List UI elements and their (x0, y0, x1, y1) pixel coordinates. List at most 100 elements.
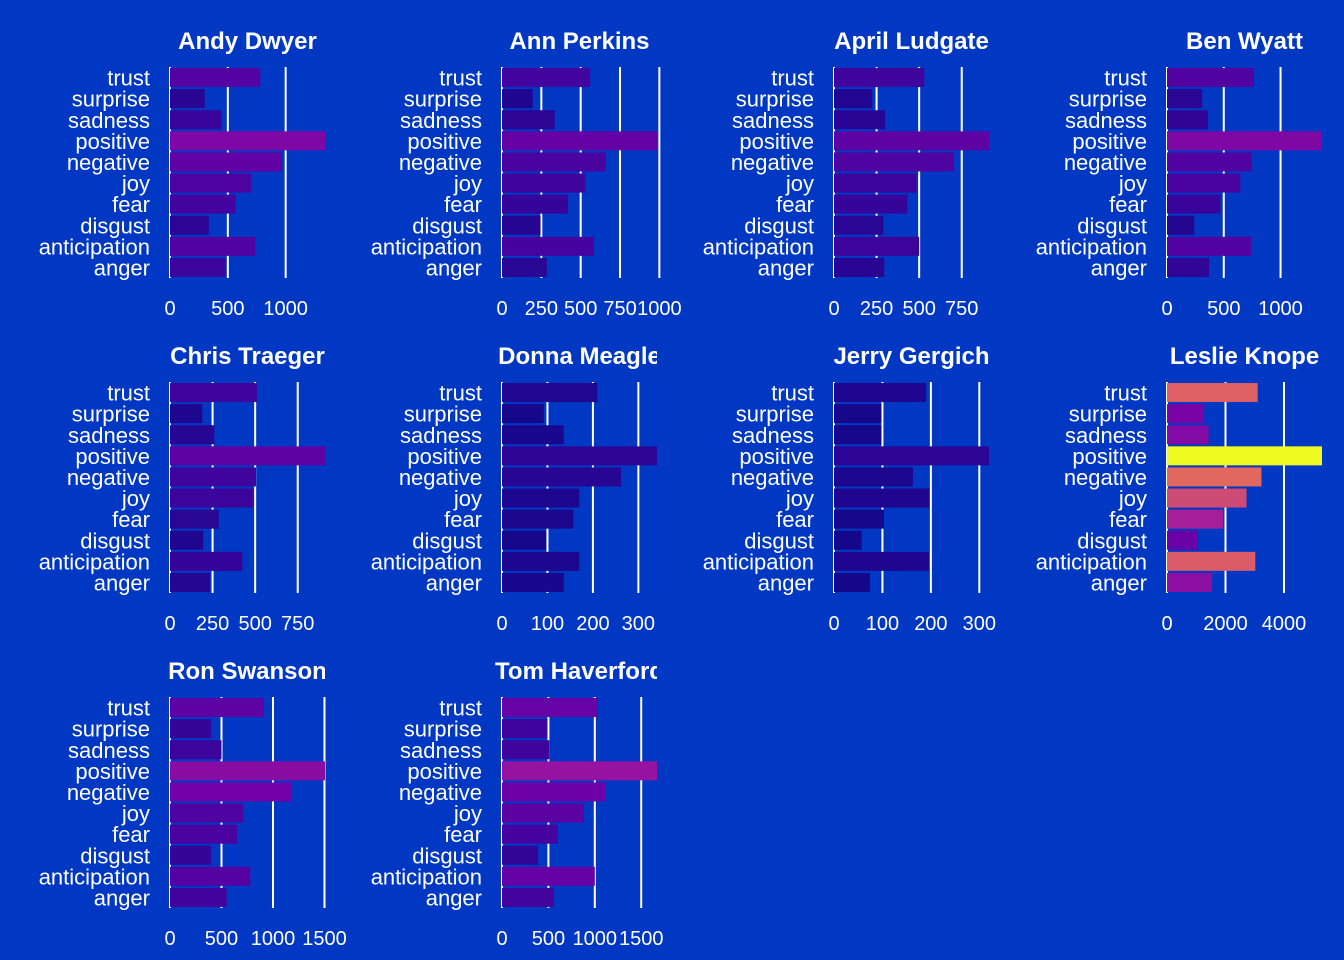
category-label-april-ludgate-surprise: surprise (736, 87, 814, 112)
category-label-april-ludgate-anticipation: anticipation (703, 234, 814, 259)
category-label-ron-swanson-positive: positive (75, 759, 150, 784)
bar-chris-traeger-anger (170, 572, 211, 592)
category-label-leslie-knope-anger: anger (1091, 570, 1147, 595)
tick-label-andy-dwyer-1: 500 (211, 298, 244, 320)
category-label-tom-haverford-fear: fear (444, 822, 482, 847)
bar-donna-meagle-sadness (502, 425, 564, 445)
bar-donna-meagle-negative (502, 467, 622, 487)
bar-leslie-knope-sadness (1167, 425, 1209, 445)
category-label-andy-dwyer-anticipation: anticipation (39, 234, 150, 259)
bar-ben-wyatt-negative (1167, 152, 1252, 172)
bar-tom-haverford-anger (502, 887, 554, 907)
bar-ann-perkins-negative (502, 152, 606, 172)
category-label-andy-dwyer-sadness: sadness (68, 108, 150, 133)
panel-title-andy-dwyer: Andy Dwyer (178, 28, 317, 55)
category-label-donna-meagle-fear: fear (444, 507, 482, 532)
tick-label-tom-haverford-2: 1000 (573, 928, 618, 950)
tick-label-ron-swanson-2: 1000 (251, 928, 296, 950)
category-label-leslie-knope-sadness: sadness (1065, 423, 1147, 448)
bar-leslie-knope-negative (1167, 467, 1262, 487)
category-label-andy-dwyer-fear: fear (112, 192, 150, 217)
bar-leslie-knope-disgust (1167, 530, 1198, 550)
tick-label-donna-meagle-3: 300 (622, 613, 655, 635)
category-label-april-ludgate-anger: anger (758, 255, 814, 280)
category-label-donna-meagle-negative: negative (399, 465, 482, 490)
bar-april-ludgate-anticipation (834, 236, 920, 256)
category-label-ben-wyatt-disgust: disgust (1077, 213, 1147, 238)
tick-label-ann-perkins-3: 750 (603, 298, 636, 320)
tick-label-andy-dwyer-0: 0 (164, 298, 175, 320)
panel-title-ben-wyatt: Ben Wyatt (1186, 28, 1303, 55)
category-label-april-ludgate-joy: joy (785, 171, 814, 196)
tick-label-leslie-knope-1: 2000 (1203, 613, 1248, 635)
category-label-tom-haverford-joy: joy (453, 801, 482, 826)
tick-label-ben-wyatt-0: 0 (1161, 298, 1172, 320)
bar-chris-traeger-negative (170, 467, 257, 487)
bar-tom-haverford-anticipation (502, 866, 595, 886)
bar-ron-swanson-anger (170, 887, 227, 907)
tick-label-donna-meagle-0: 0 (496, 613, 507, 635)
category-label-ron-swanson-joy: joy (121, 801, 150, 826)
bar-ron-swanson-negative (170, 782, 292, 802)
tick-label-ron-swanson-0: 0 (164, 928, 175, 950)
bar-jerry-gergich-sadness (834, 425, 882, 445)
category-label-chris-traeger-anticipation: anticipation (39, 549, 150, 574)
bar-april-ludgate-sadness (834, 110, 886, 130)
category-label-donna-meagle-trust: trust (439, 381, 482, 406)
bar-april-ludgate-disgust (834, 215, 884, 235)
bar-andy-dwyer-fear (170, 194, 236, 214)
tick-label-donna-meagle-1: 100 (531, 613, 564, 635)
tick-label-ben-wyatt-1: 500 (1207, 298, 1240, 320)
category-label-chris-traeger-trust: trust (107, 381, 150, 406)
bar-jerry-gergich-disgust (834, 530, 862, 550)
tick-label-april-ludgate-1: 250 (860, 298, 893, 320)
panel-leslie-knope: Leslie Knope trustsurprisesadnesspositive… (1036, 343, 1322, 635)
tick-label-ann-perkins-4: 1000 (637, 298, 682, 320)
bar-andy-dwyer-disgust (170, 215, 209, 235)
category-label-andy-dwyer-anger: anger (94, 255, 150, 280)
category-label-andy-dwyer-negative: negative (67, 150, 150, 175)
bar-leslie-knope-positive (1167, 446, 1322, 466)
category-label-ron-swanson-trust: trust (107, 696, 150, 721)
tick-label-ann-perkins-0: 0 (496, 298, 507, 320)
category-label-ann-perkins-negative: negative (399, 150, 482, 175)
bar-donna-meagle-anticipation (502, 551, 580, 571)
bar-ben-wyatt-surprise (1167, 89, 1203, 109)
bar-andy-dwyer-anticipation (170, 236, 256, 256)
bar-chris-traeger-surprise (170, 404, 203, 424)
tick-label-leslie-knope-0: 0 (1161, 613, 1172, 635)
panel-title-ron-swanson: Ron Swanson (168, 658, 327, 685)
category-label-andy-dwyer-surprise: surprise (72, 87, 150, 112)
tick-label-jerry-gergich-3: 300 (963, 613, 996, 635)
tick-label-tom-haverford-1: 500 (532, 928, 565, 950)
category-label-leslie-knope-joy: joy (1118, 486, 1147, 511)
category-label-april-ludgate-positive: positive (739, 129, 814, 154)
panel-tom-haverford: Tom Haverford trustsurprisesadnesspositiv… (371, 658, 664, 950)
category-label-ben-wyatt-positive: positive (1072, 129, 1147, 154)
tick-label-ann-perkins-1: 250 (525, 298, 558, 320)
tick-label-chris-traeger-2: 500 (238, 613, 271, 635)
panel-donna-meagle: Donna Meagle trustsurprisesadnesspositive… (371, 343, 657, 635)
tick-label-donna-meagle-2: 200 (576, 613, 609, 635)
panel-title-leslie-knope: Leslie Knope (1170, 343, 1319, 370)
bar-chris-traeger-positive (170, 446, 325, 466)
bar-ron-swanson-joy (170, 803, 244, 823)
category-label-ann-perkins-anger: anger (426, 255, 482, 280)
tick-label-chris-traeger-0: 0 (164, 613, 175, 635)
category-label-leslie-knope-positive: positive (1072, 444, 1147, 469)
category-label-leslie-knope-trust: trust (1104, 381, 1147, 406)
category-label-jerry-gergich-positive: positive (739, 444, 814, 469)
bar-jerry-gergich-anger (834, 572, 870, 592)
bar-donna-meagle-joy (502, 488, 580, 508)
bar-donna-meagle-trust (502, 383, 598, 403)
category-label-jerry-gergich-trust: trust (771, 381, 814, 406)
category-label-ron-swanson-sadness: sadness (68, 738, 150, 763)
bar-leslie-knope-surprise (1167, 404, 1205, 424)
category-label-jerry-gergich-anger: anger (758, 570, 814, 595)
category-label-ann-perkins-surprise: surprise (404, 87, 482, 112)
category-label-chris-traeger-surprise: surprise (72, 402, 150, 427)
category-label-ben-wyatt-surprise: surprise (1069, 87, 1147, 112)
bar-april-ludgate-negative (834, 152, 955, 172)
tick-label-ann-perkins-2: 500 (564, 298, 597, 320)
